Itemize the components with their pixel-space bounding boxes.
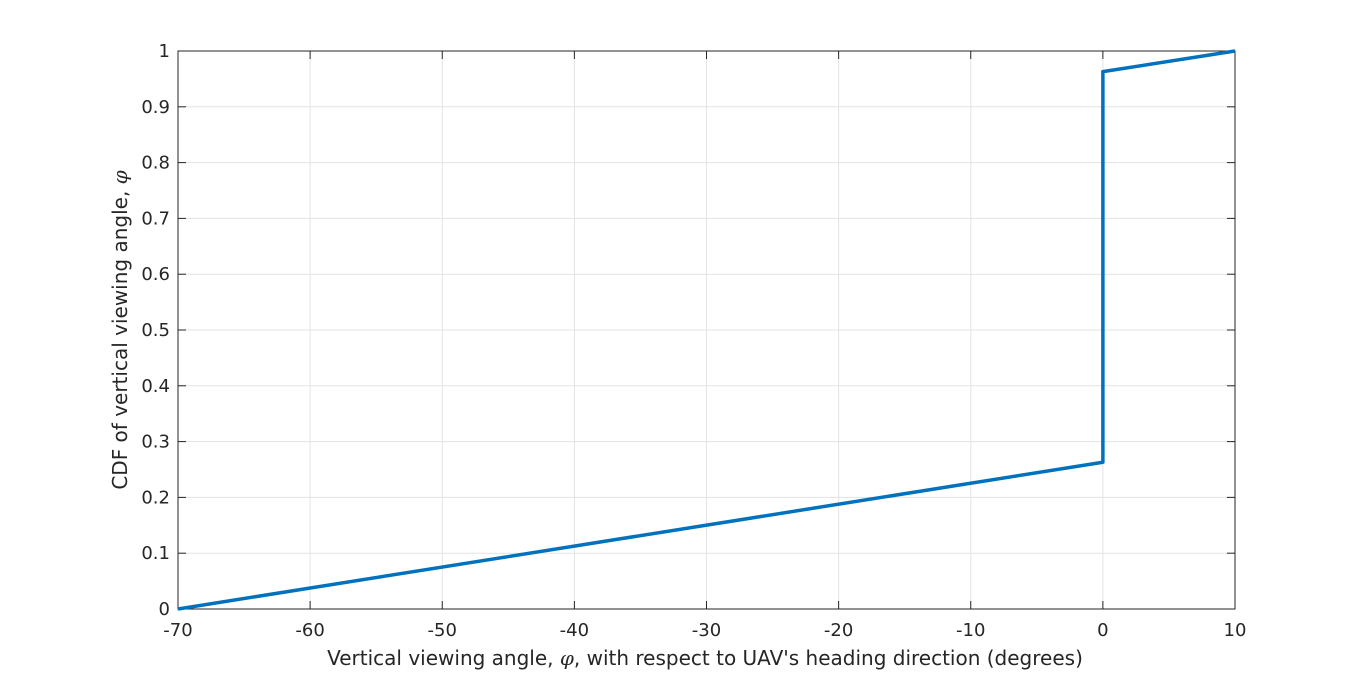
y-tick-label: 0 [159,599,170,620]
x-tick-label: -30 [692,620,721,641]
x-tick-label: 0 [1097,620,1108,641]
y-tick-label: 0.2 [141,487,170,508]
y-tick-label: 0.9 [141,97,170,118]
x-tick-label: -70 [163,620,192,641]
y-tick-label: 0.7 [141,208,170,229]
x-tick-labels: -70 -60 -50 -40 -30 -20 -10 0 10 [163,620,1246,641]
x-tick-label: -40 [560,620,589,641]
x-tick-label: -60 [295,620,324,641]
y-tick-label: 0.5 [141,320,170,341]
x-tick-label: 10 [1224,620,1247,641]
y-tick-label: 0.4 [141,376,170,397]
y-axis-label: CDF of vertical viewing angle, φ [108,170,132,489]
x-tick-label: -10 [956,620,985,641]
grid [177,50,1236,610]
y-tick-label: 0.8 [141,153,170,174]
series-layer [177,49,1236,611]
y-tick-label: 0.3 [141,432,170,453]
y-tick-label: 1 [159,41,170,62]
y-tick-labels: 0 0.1 0.2 0.3 0.4 0.5 0.6 0.7 0.8 0.9 1 [141,41,170,620]
x-axis-label: Vertical viewing angle, φ, with respect … [327,646,1083,670]
x-tick-label: -20 [824,620,853,641]
axes-box [177,50,1236,610]
x-tick-label: -50 [428,620,457,641]
y-tick-label: 0.6 [141,264,170,285]
cdf-series-line [177,49,1236,611]
y-tick-label: 0.1 [141,543,170,564]
